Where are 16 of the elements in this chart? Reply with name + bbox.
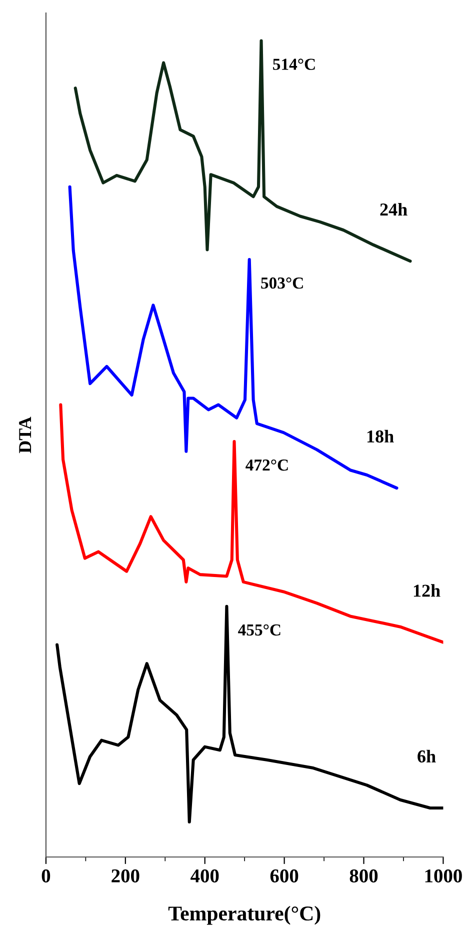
annotation: 455°C: [238, 624, 280, 636]
annotation: 514°C: [273, 58, 315, 70]
series-label: 12h: [414, 584, 440, 597]
y-axis-title: DTA: [19, 416, 32, 454]
series-label: 18h: [367, 430, 394, 443]
x-tick-label: 1000: [425, 869, 462, 882]
x-tick-label: 400: [190, 869, 219, 882]
x-tick-label: 600: [270, 869, 298, 882]
annotation: 472°C: [246, 459, 288, 471]
x-axis-title: Temperature(°C): [168, 906, 320, 925]
text: 6h: [418, 750, 436, 763]
x-tick-label: 0: [42, 869, 50, 882]
x-tick-label: 800: [350, 869, 378, 882]
series-label: 24h: [380, 202, 408, 216]
annotation: 503°C: [261, 277, 303, 289]
x-tick-label: 200: [112, 869, 140, 882]
